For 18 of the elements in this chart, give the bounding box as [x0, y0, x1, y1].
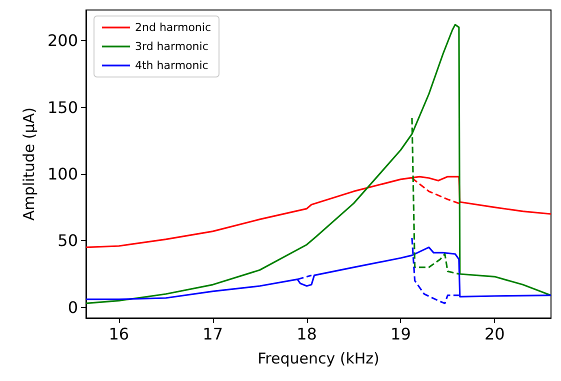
y-tick-label: 100 [47, 164, 78, 184]
line-series [85, 24, 552, 304]
legend-label: 2nd harmonic [135, 21, 212, 34]
line-series [411, 117, 460, 275]
y-tick-label: 0 [68, 298, 78, 317]
line-series [85, 176, 552, 248]
y-tick-label: 50 [58, 231, 78, 250]
x-tick-label: 17 [202, 324, 223, 344]
x-axis-title: Frequency (kHz) [258, 350, 380, 368]
legend-label: 4th harmonic [135, 59, 208, 72]
y-tick-label: 200 [47, 31, 78, 50]
y-tick-label: 150 [47, 98, 78, 117]
x-tick-label: 18 [296, 324, 317, 344]
legend-label: 3rd harmonic [135, 40, 208, 53]
x-tick-label: 19 [390, 324, 411, 344]
x-tick-label: 16 [108, 324, 130, 344]
x-tick-label: 20 [484, 324, 505, 344]
y-axis-title: Amplitude (μA) [20, 107, 38, 221]
